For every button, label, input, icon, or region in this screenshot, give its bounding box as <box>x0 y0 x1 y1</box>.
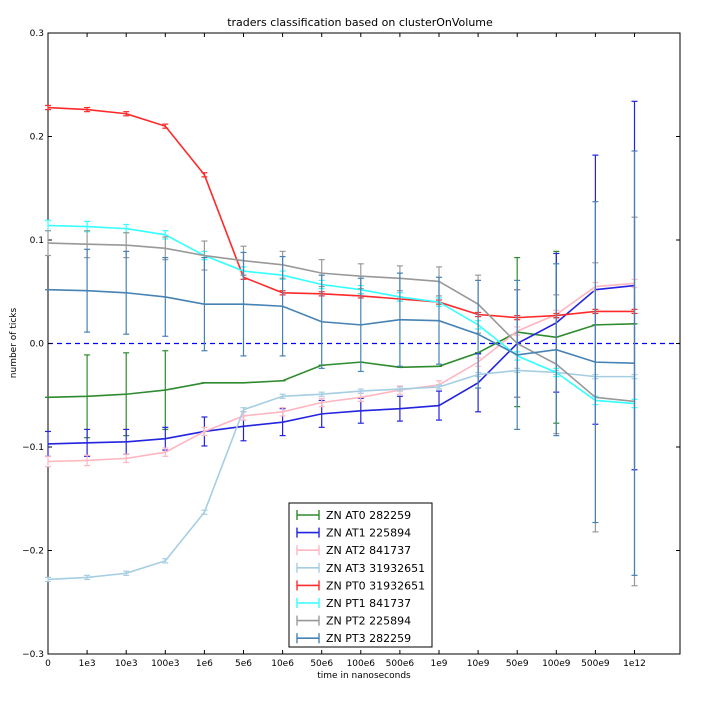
y-tick-label: 0.0 <box>30 340 45 350</box>
x-tick-label: 100e9 <box>542 659 571 669</box>
legend-item: ZN AT0 282259 <box>296 509 411 522</box>
x-tick-label: 5e6 <box>235 659 252 669</box>
legend-label: ZN AT3 31932651 <box>326 562 425 575</box>
x-tick-label: 500e6 <box>386 659 415 669</box>
y-tick-label: 0.3 <box>30 29 44 39</box>
legend-item: ZN AT2 841737 <box>296 544 411 557</box>
legend-item: ZN PT2 225894 <box>296 615 411 628</box>
y-tick-label: −0.3 <box>22 650 44 660</box>
chart-title: traders classification based on clusterO… <box>227 16 493 29</box>
legend-label: ZN PT3 282259 <box>326 632 411 645</box>
series-3 <box>45 367 638 583</box>
legend-item: ZN AT1 225894 <box>296 527 411 540</box>
legend-box <box>288 502 433 648</box>
x-tick-label: 50e6 <box>310 659 333 669</box>
x-tick-label: 500e9 <box>581 659 610 669</box>
series-layer <box>45 100 638 587</box>
legend-item: ZN PT3 282259 <box>296 632 411 645</box>
series-line <box>47 284 635 445</box>
legend-label: ZN AT0 282259 <box>326 509 411 522</box>
legend-label: ZN AT2 841737 <box>326 544 411 557</box>
series-line <box>47 369 635 581</box>
x-tick-label: 10e9 <box>467 659 490 669</box>
x-tick-label: 0 <box>45 659 51 669</box>
x-axis-label: time in nanoseconds <box>317 671 411 681</box>
x-tick-label: 1e9 <box>431 659 448 669</box>
y-tick-label: −0.1 <box>22 443 44 453</box>
series-7 <box>45 150 638 576</box>
series-line <box>47 323 635 399</box>
series-line <box>47 106 635 319</box>
legend-item: ZN PT0 31932651 <box>296 579 425 592</box>
x-tick-label: 50e9 <box>506 659 529 669</box>
y-tick-label: 0.1 <box>30 236 44 246</box>
y-axis: 0.3 0.2 0.1 0.0 −0.1 −0.2 −0.3 <box>22 29 680 660</box>
x-tick-label: 1e3 <box>79 659 96 669</box>
legend-label: ZN PT0 31932651 <box>326 579 425 592</box>
y-tick-label: −0.2 <box>22 547 44 557</box>
legend-item: ZN PT1 841737 <box>296 597 411 610</box>
x-axis: 0 1e3 10e3 100e3 1e6 5e6 10e6 50e6 100e6 500e6 1e9… <box>45 33 646 669</box>
x-tick-label: 10e3 <box>115 659 138 669</box>
legend: ZN AT0 282259 ZN AT1 225894 ZN AT2 841737 Z… <box>288 502 433 648</box>
y-axis-label: number of ticks <box>9 307 19 378</box>
series-line <box>47 224 635 405</box>
x-tick-label: 1e12 <box>623 659 646 669</box>
x-tick-label: 10e6 <box>271 659 294 669</box>
legend-item: ZN AT3 31932651 <box>296 562 425 575</box>
series-line <box>47 288 635 364</box>
series-line <box>47 242 635 403</box>
legend-label: ZN PT2 225894 <box>326 615 411 628</box>
y-tick-label: 0.2 <box>30 133 44 143</box>
series-line <box>47 282 635 463</box>
legend-label: ZN AT1 225894 <box>326 527 411 540</box>
x-tick-label: 1e6 <box>196 659 213 669</box>
legend-label: ZN PT1 841737 <box>326 597 411 610</box>
x-tick-label: 100e6 <box>347 659 376 669</box>
x-tick-label: 100e3 <box>151 659 179 669</box>
